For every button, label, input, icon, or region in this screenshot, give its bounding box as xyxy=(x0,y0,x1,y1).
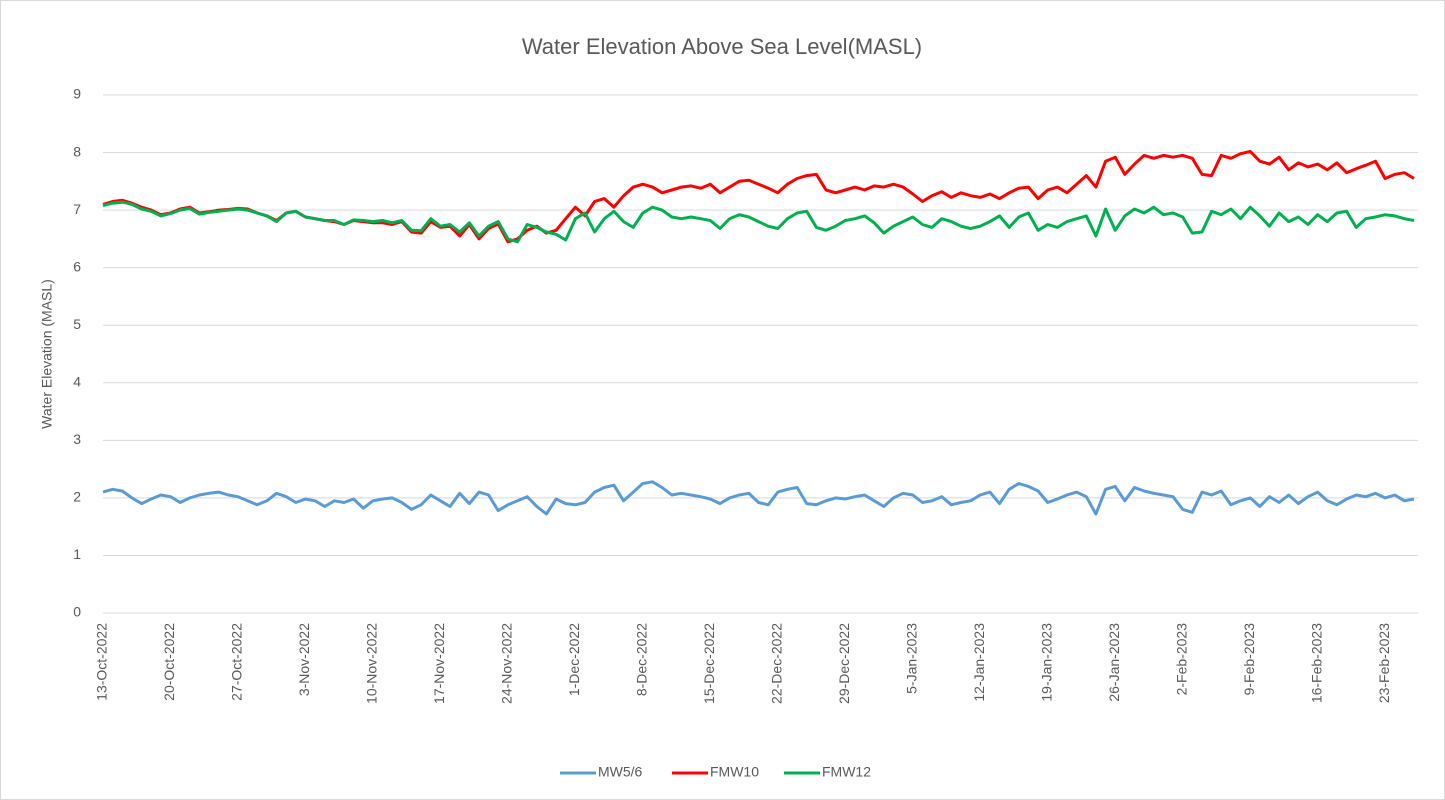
x-tick-label: 8-Dec-2022 xyxy=(634,623,650,696)
series-line xyxy=(102,480,1415,516)
legend-label: FMW10 xyxy=(710,764,759,780)
y-tick-label: 6 xyxy=(73,258,81,274)
y-tick-label: 2 xyxy=(73,489,81,505)
y-tick-label: 7 xyxy=(73,201,81,217)
x-tick-label: 29-Dec-2022 xyxy=(836,623,852,704)
x-tick-label: 27-Oct-2022 xyxy=(229,623,245,701)
series-line xyxy=(102,200,1415,244)
x-tick-label: 16-Feb-2023 xyxy=(1308,623,1324,703)
legend-label: FMW12 xyxy=(822,764,871,780)
x-tick-label: 1-Dec-2022 xyxy=(566,623,582,696)
y-tick-label: 4 xyxy=(73,373,81,389)
x-tick-label: 19-Jan-2023 xyxy=(1038,623,1054,702)
x-tick-label: 5-Jan-2023 xyxy=(903,623,919,694)
x-tick-label: 15-Dec-2022 xyxy=(701,623,717,704)
x-tick-label: 26-Jan-2023 xyxy=(1106,623,1122,702)
y-axis-label: Water Elevation (MASL) xyxy=(39,279,55,429)
y-tick-label: 5 xyxy=(73,316,81,332)
x-tick-label: 2-Feb-2023 xyxy=(1173,623,1189,696)
x-tick-label: 24-Nov-2022 xyxy=(499,623,515,704)
x-tick-label: 22-Dec-2022 xyxy=(769,623,785,704)
x-tick-label: 23-Feb-2023 xyxy=(1376,623,1392,703)
y-tick-label: 3 xyxy=(73,431,81,447)
x-tick-label: 13-Oct-2022 xyxy=(94,623,110,701)
x-tick-label: 10-Nov-2022 xyxy=(364,623,380,704)
x-tick-label: 12-Jan-2023 xyxy=(971,623,987,702)
x-tick-label: 17-Nov-2022 xyxy=(431,623,447,704)
y-tick-label: 1 xyxy=(73,546,81,562)
chart-title: Water Elevation Above Sea Level(MASL) xyxy=(522,34,922,59)
x-tick-label: 20-Oct-2022 xyxy=(161,623,177,701)
legend-label: MW5/6 xyxy=(598,764,643,780)
y-tick-label: 9 xyxy=(73,86,81,102)
y-tick-label: 0 xyxy=(73,604,81,620)
x-tick-label: 3-Nov-2022 xyxy=(296,623,312,696)
x-tick-label: 9-Feb-2023 xyxy=(1241,623,1257,696)
y-tick-label: 8 xyxy=(73,143,81,159)
